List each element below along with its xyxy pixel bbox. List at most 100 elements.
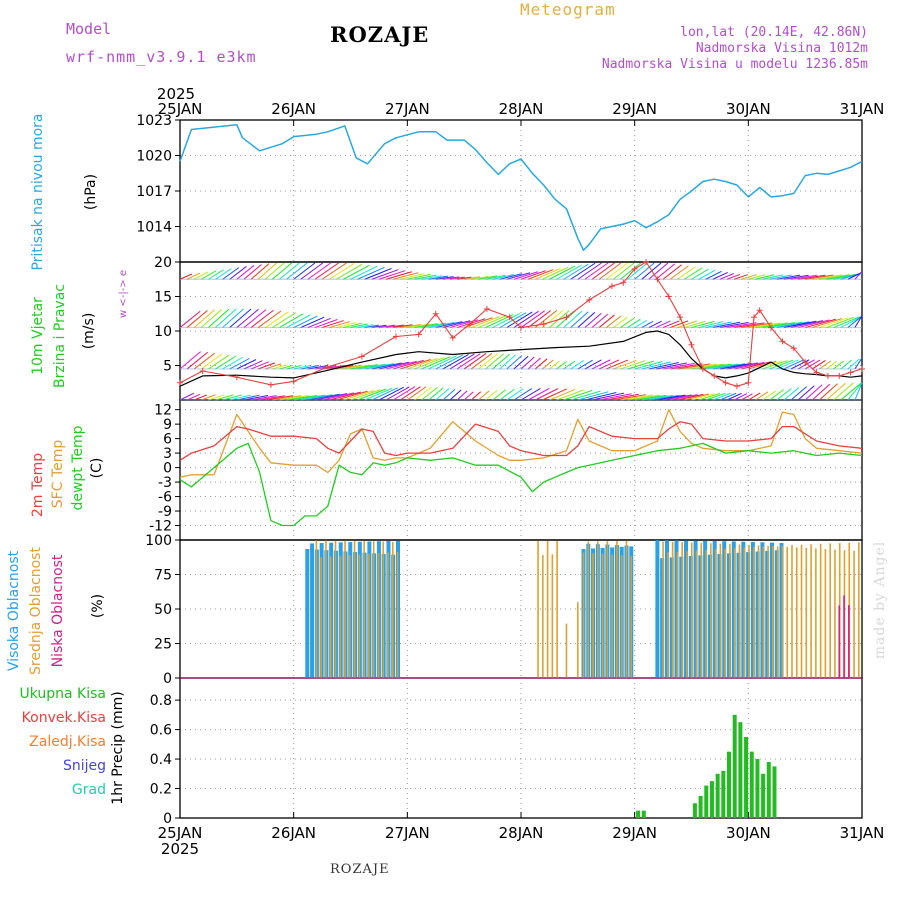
wind-barb — [371, 269, 399, 280]
wind-barb — [712, 392, 732, 401]
wind-barb — [797, 359, 815, 370]
wind-barb — [435, 388, 450, 401]
wind-barb — [627, 360, 655, 370]
wind-barb — [314, 393, 348, 401]
wind-barb — [854, 382, 863, 401]
wind-barb — [613, 394, 647, 401]
wind-barb — [549, 265, 576, 280]
wind-barb — [598, 314, 615, 328]
wind-barb — [272, 395, 302, 401]
y-tick-label: 1020 — [136, 149, 172, 165]
wind-barb — [527, 310, 552, 328]
wind-barb — [741, 322, 773, 329]
wind-barb — [811, 383, 831, 401]
wind-barb — [698, 269, 716, 280]
wind-barb — [762, 390, 777, 401]
wind-barb — [705, 321, 732, 329]
precip-legend-item: Zaledj.Kisa — [29, 734, 106, 750]
wind-barb — [819, 383, 838, 401]
wind-barb — [577, 359, 593, 370]
wind-barb — [428, 355, 457, 370]
wind-barb — [392, 272, 419, 280]
wind-barb — [215, 394, 234, 401]
wind-barb — [499, 354, 517, 370]
cloud-bar — [838, 605, 841, 678]
wind-barb — [790, 274, 818, 280]
cloud-bar — [684, 540, 689, 678]
wind-barb — [456, 390, 468, 401]
wind-barb — [407, 273, 431, 280]
wind-barb — [179, 351, 201, 370]
cloud-bar — [587, 541, 590, 678]
wind-barb — [336, 263, 363, 280]
precip-bar — [761, 773, 766, 818]
y-tick-label: -6 — [158, 490, 172, 506]
wind-barb — [293, 394, 325, 401]
wind-barb — [513, 388, 533, 401]
wind-barb — [414, 386, 433, 401]
wind-barb — [357, 266, 385, 280]
wind-barb — [698, 321, 724, 329]
wind-barb — [264, 262, 285, 280]
wind-barb — [620, 360, 646, 370]
wind-barb — [662, 264, 682, 280]
wind-barb — [385, 360, 417, 370]
wind-barb — [343, 264, 370, 280]
wind-barb — [392, 386, 416, 401]
wind-barb — [804, 384, 823, 401]
altitude-text: Nadmorska Visina 1012m — [695, 41, 868, 56]
pressure-line — [179, 123, 863, 251]
wind-barb — [606, 393, 639, 401]
wind-barb — [840, 315, 863, 328]
wind-barb — [506, 311, 533, 328]
x-tick-label-bottom: 26JAN — [271, 824, 316, 842]
cloud-bar — [556, 541, 558, 678]
wind-barb — [470, 353, 493, 370]
cloud-bar — [693, 540, 698, 678]
wind-barb — [250, 395, 277, 401]
wind-barb — [201, 270, 217, 280]
wind-barb — [811, 360, 826, 370]
wind-barb — [535, 267, 561, 280]
wind-barb — [229, 308, 252, 328]
wind-barb — [392, 359, 424, 370]
wind-barb — [527, 388, 550, 401]
wind-barb — [499, 273, 523, 280]
wind-barb — [250, 309, 274, 328]
cloud-bar — [537, 540, 539, 678]
cloud-bar — [829, 543, 831, 678]
cloud-bar — [755, 551, 760, 678]
wind-barb — [222, 356, 243, 370]
wind-barb — [740, 393, 753, 401]
wind-barb — [733, 274, 748, 280]
cloud-unit: (%) — [90, 594, 106, 618]
wind-barb — [570, 360, 585, 370]
wind-barb — [563, 310, 583, 328]
cloud-bar — [774, 550, 779, 678]
cloud-ylabel-high: Visoka Oblacnost — [6, 550, 22, 671]
cloud-bar — [686, 551, 688, 678]
y-tick-label: 12 — [154, 403, 172, 419]
wind-barb — [634, 394, 667, 401]
wind-barb — [591, 359, 611, 370]
wind-barb — [605, 262, 628, 280]
wind-barb — [293, 315, 318, 328]
cloud-bar — [779, 543, 784, 678]
wind-barb — [307, 317, 331, 329]
wind-barb — [563, 263, 589, 280]
wind-barb — [769, 321, 803, 329]
wind-barb — [193, 271, 209, 280]
precip-legend-item: Ukupna Kisa — [19, 686, 106, 702]
wind-barb — [705, 363, 739, 370]
wind-barb — [428, 321, 455, 329]
wind-barb — [734, 361, 765, 370]
wind-barb — [804, 359, 821, 370]
wind-barb — [847, 315, 863, 328]
temp-ylabel-dewpt: dewpt Temp — [70, 425, 86, 510]
wind-barb — [854, 357, 863, 370]
wind-barb — [570, 390, 601, 401]
wind-barb — [343, 364, 370, 370]
cloud-bar — [772, 546, 774, 678]
wind-barb — [812, 318, 843, 329]
cloud-bar — [329, 556, 332, 678]
